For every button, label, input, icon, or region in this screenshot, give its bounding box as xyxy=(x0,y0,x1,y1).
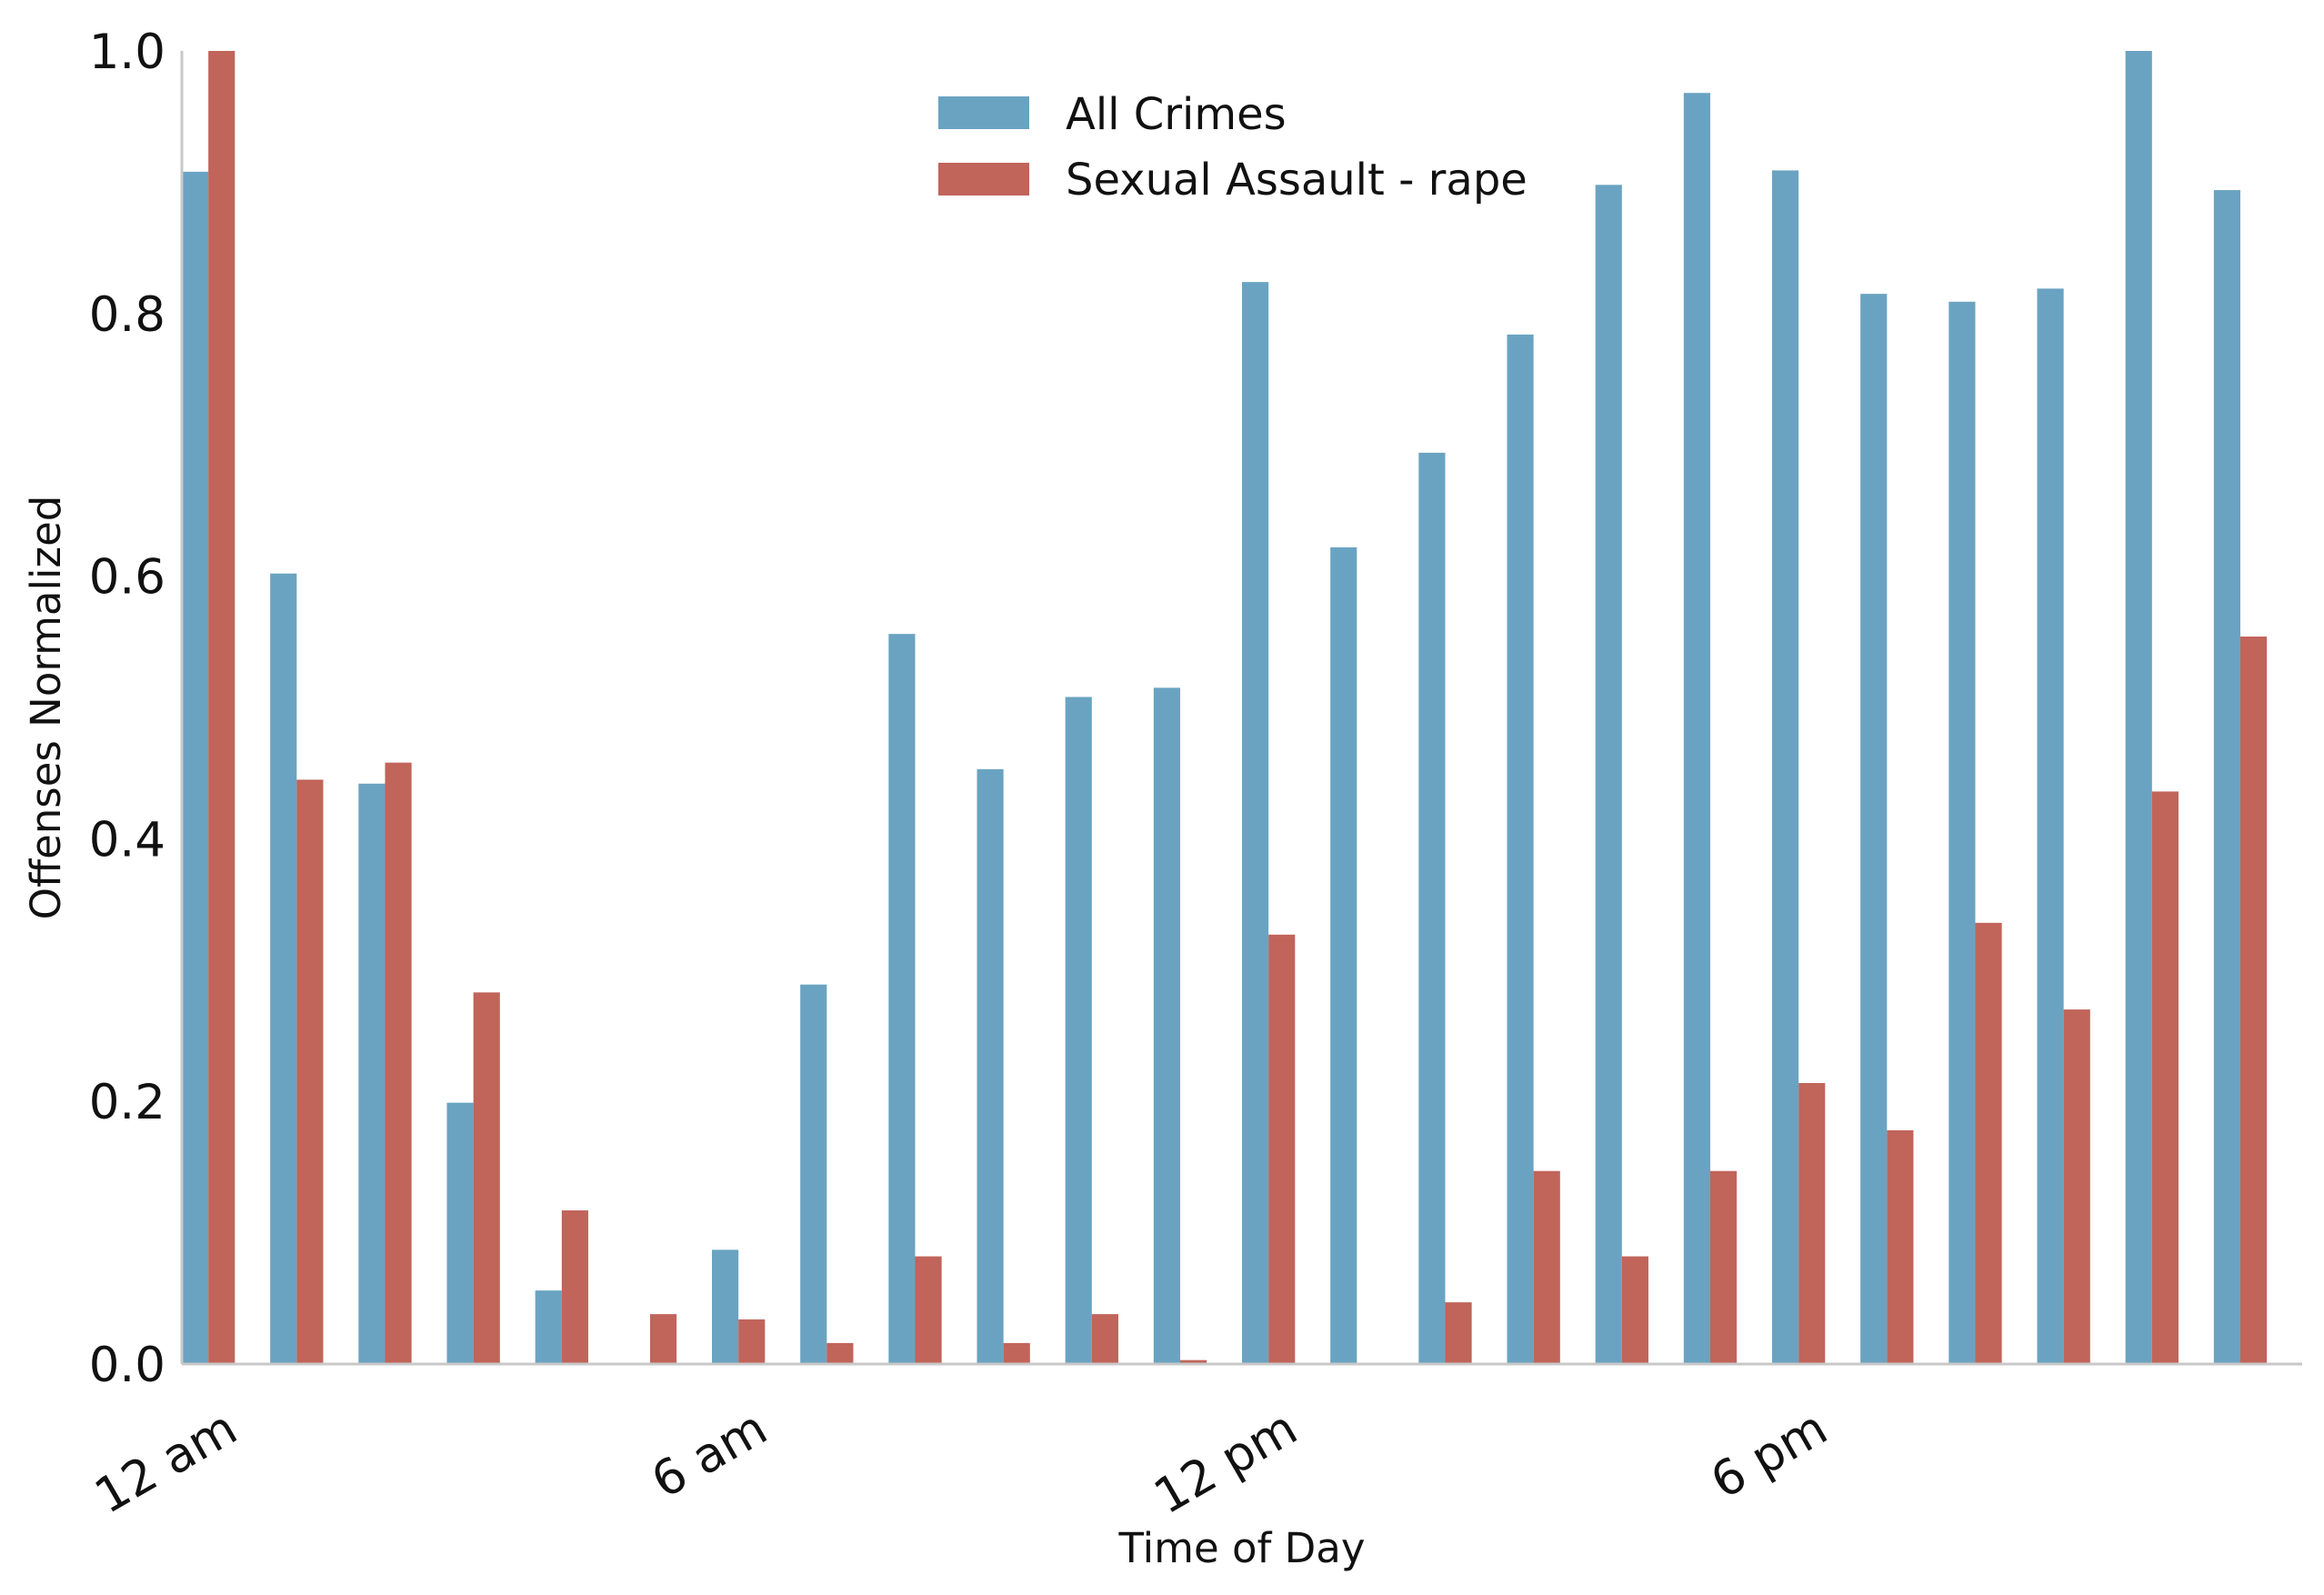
bar-sexual-assault-rape-hour-17 xyxy=(1709,1170,1738,1364)
bar-all-crimes-hour-8 xyxy=(888,634,916,1364)
x-axis-title: Time of Day xyxy=(1118,1524,1366,1572)
bar-all-crimes-hour-0 xyxy=(182,171,209,1365)
bar-sexual-assault-rape-hour-10 xyxy=(1091,1314,1118,1364)
bar-all-crimes-hour-4 xyxy=(535,1290,562,1364)
bar-all-crimes-hour-12 xyxy=(1242,282,1269,1364)
bar-sexual-assault-rape-hour-15 xyxy=(1533,1170,1560,1364)
bar-sexual-assault-rape-hour-6 xyxy=(738,1319,766,1364)
bar-all-crimes-hour-11 xyxy=(1153,687,1180,1364)
bar-all-crimes-hour-18 xyxy=(1772,170,1799,1364)
bar-all-crimes-hour-19 xyxy=(1860,294,1888,1364)
bar-sexual-assault-rape-hour-22 xyxy=(2151,791,2179,1364)
bar-all-crimes-hour-13 xyxy=(1330,547,1357,1364)
legend-swatch-all-crimes xyxy=(938,96,1029,129)
bar-all-crimes-hour-2 xyxy=(358,783,386,1364)
y-tick-label: 0.8 xyxy=(89,287,165,343)
bar-all-crimes-hour-23 xyxy=(2213,190,2240,1364)
bar-sexual-assault-rape-hour-5 xyxy=(649,1314,677,1364)
bar-all-crimes-hour-20 xyxy=(1948,301,1976,1364)
bar-sexual-assault-rape-hour-21 xyxy=(2063,1009,2090,1364)
y-tick-label: 0.6 xyxy=(89,550,165,606)
bar-sexual-assault-rape-hour-18 xyxy=(1798,1082,1826,1364)
bar-all-crimes-hour-6 xyxy=(712,1249,739,1364)
bar-sexual-assault-rape-hour-2 xyxy=(385,762,412,1364)
bar-sexual-assault-rape-hour-1 xyxy=(296,779,324,1364)
bar-all-crimes-hour-10 xyxy=(1065,697,1092,1364)
bar-all-crimes-hour-15 xyxy=(1507,334,1534,1364)
y-tick-labels: 0.0 0.2 0.4 0.6 0.8 1.0 xyxy=(89,25,165,1393)
y-tick-label: 0.4 xyxy=(89,812,165,868)
bar-sexual-assault-rape-hour-12 xyxy=(1268,934,1296,1364)
x-tick-label: 6 pm xyxy=(1702,1400,1837,1510)
bar-sexual-assault-rape-hour-4 xyxy=(561,1210,588,1364)
bar-all-crimes-hour-3 xyxy=(446,1102,474,1364)
legend-label-sexual-assault-rape: Sexual Assault - rape xyxy=(1066,155,1528,206)
bar-sexual-assault-rape-hour-23 xyxy=(2239,637,2268,1364)
bars-layer xyxy=(182,51,2268,1365)
bar-sexual-assault-rape-hour-3 xyxy=(473,992,500,1364)
bar-all-crimes-hour-7 xyxy=(800,984,827,1364)
legend-label-all-crimes: All Crimes xyxy=(1066,89,1287,140)
x-tick-label: 12 am xyxy=(86,1400,246,1525)
legend: All Crimes Sexual Assault - rape xyxy=(938,89,1528,206)
bar-sexual-assault-rape-hour-0 xyxy=(208,51,235,1364)
bar-all-crimes-hour-9 xyxy=(977,768,1004,1364)
bar-all-crimes-hour-22 xyxy=(2125,51,2152,1364)
bar-sexual-assault-rape-hour-20 xyxy=(1975,922,2002,1364)
legend-swatch-sexual-assault-rape xyxy=(938,163,1029,196)
bar-all-crimes-hour-14 xyxy=(1418,452,1446,1364)
bar-sexual-assault-rape-hour-16 xyxy=(1621,1256,1648,1364)
x-tick-label: 12 pm xyxy=(1146,1400,1307,1526)
bar-sexual-assault-rape-hour-14 xyxy=(1445,1302,1472,1364)
bar-all-crimes-hour-1 xyxy=(270,573,297,1364)
y-tick-label: 0.0 xyxy=(89,1338,165,1393)
x-tick-labels: 12 am 6 am 12 pm 6 pm xyxy=(86,1400,1837,1526)
bar-all-crimes-hour-16 xyxy=(1595,185,1622,1364)
bar-sexual-assault-rape-hour-8 xyxy=(915,1256,942,1364)
x-tick-label: 6 am xyxy=(643,1400,776,1510)
y-tick-label: 0.2 xyxy=(89,1075,165,1130)
bar-all-crimes-hour-21 xyxy=(2037,288,2064,1364)
bar-sexual-assault-rape-hour-7 xyxy=(826,1342,854,1364)
bar-sexual-assault-rape-hour-19 xyxy=(1887,1129,1914,1364)
bar-sexual-assault-rape-hour-9 xyxy=(1003,1342,1030,1364)
bar-all-crimes-hour-17 xyxy=(1683,93,1710,1365)
y-tick-label: 1.0 xyxy=(89,25,165,80)
y-axis-title: Offenses Normalized xyxy=(22,496,70,920)
bar-sexual-assault-rape-hour-11 xyxy=(1179,1359,1207,1364)
